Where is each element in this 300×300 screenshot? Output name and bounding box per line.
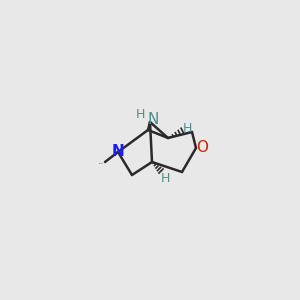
Text: N: N bbox=[112, 145, 124, 160]
Text: N: N bbox=[147, 112, 159, 128]
Text: H: H bbox=[182, 122, 192, 134]
Text: H: H bbox=[160, 172, 170, 184]
Text: H: H bbox=[135, 107, 145, 121]
Text: O: O bbox=[196, 140, 208, 155]
Text: methyl: methyl bbox=[99, 162, 103, 164]
